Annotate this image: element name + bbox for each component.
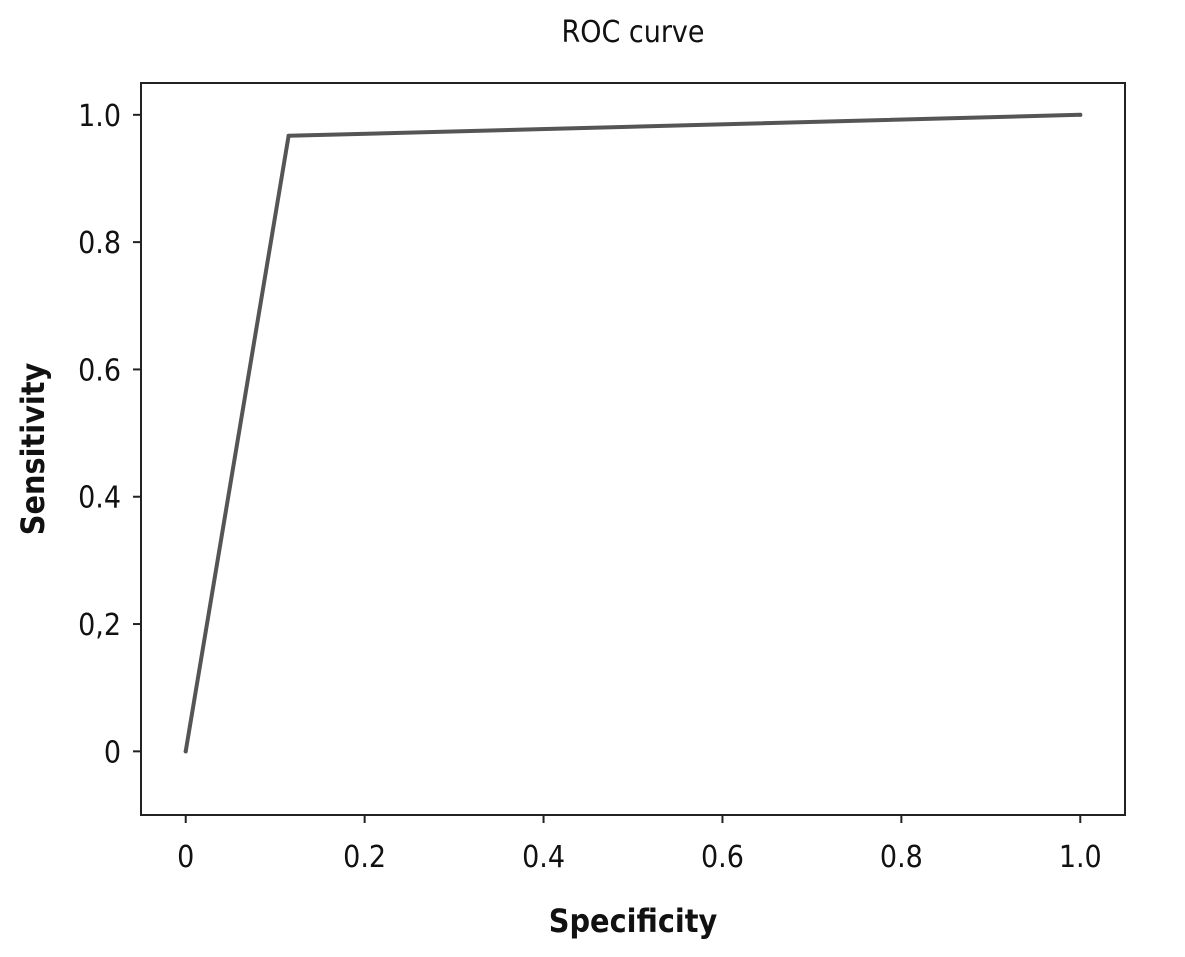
x-tick-label: 0.4 — [522, 840, 565, 875]
x-tick-label: 0 — [177, 840, 194, 875]
x-axis-label: Specificity — [549, 902, 718, 940]
y-axis: 0 0,2 0.4 0.6 0.8 1.0 — [78, 99, 141, 770]
y-tick-label: 0,2 — [78, 608, 121, 643]
series-layer — [183, 112, 1083, 754]
y-tick-label: 1.0 — [78, 99, 121, 134]
roc-curve-point — [286, 133, 291, 138]
y-tick-label: 0.6 — [78, 353, 121, 388]
x-axis: 0 0.2 0.4 0.6 0.8 1.0 — [177, 815, 1102, 875]
chart-title: ROC curve — [561, 15, 704, 50]
x-tick-label: 0.2 — [343, 840, 386, 875]
plot-frame — [140, 82, 1126, 816]
x-tick-label: 0.8 — [880, 840, 923, 875]
x-tick-label: 0.6 — [701, 840, 744, 875]
roc-curve-line — [183, 112, 1083, 754]
roc-curve-point — [1078, 112, 1083, 117]
y-tick-label: 0.8 — [78, 226, 121, 261]
x-tick-label: 1.0 — [1059, 840, 1102, 875]
y-tick-label: 0 — [104, 735, 121, 770]
roc-curve-point — [183, 749, 188, 754]
y-tick-label: 0.4 — [78, 481, 121, 516]
y-axis-label: Sensitivity — [14, 362, 52, 535]
